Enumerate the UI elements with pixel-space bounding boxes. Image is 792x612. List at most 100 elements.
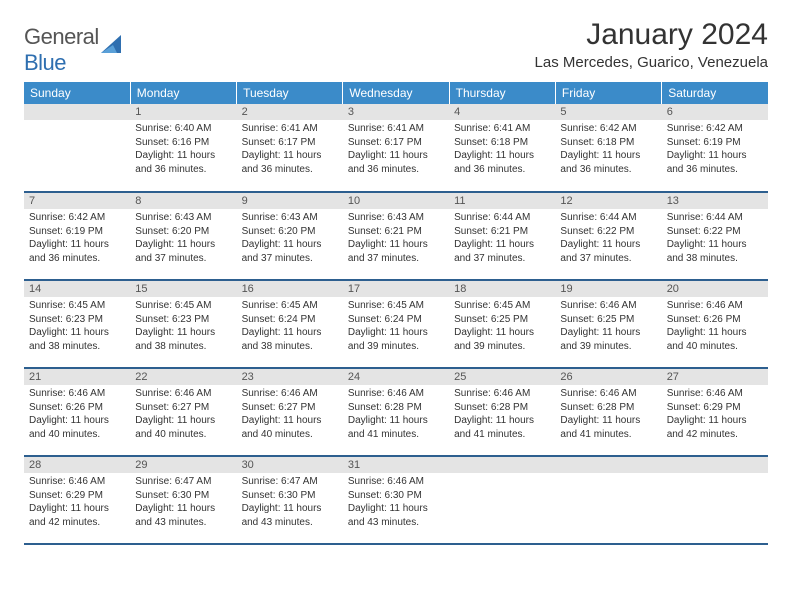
calendar-day-cell: 23 Sunrise: 6:46 AMSunset: 6:27 PMDayligh…: [237, 368, 343, 456]
weekday-header-row: SundayMondayTuesdayWednesdayThursdayFrid…: [24, 82, 768, 104]
calendar-day-cell: 6Sunrise: 6:42 AMSunset: 6:19 PMDaylight…: [662, 104, 768, 192]
sunrise-line: Sunrise: 6:45 AM: [348, 299, 444, 313]
sunrise-line: Sunrise: 6:46 AM: [560, 387, 656, 401]
weekday-header: Sunday: [24, 82, 130, 104]
sunrise-line: Sunrise: 6:46 AM: [29, 387, 125, 401]
calendar-day-cell: 31Sunrise: 6:46 AMSunset: 6:30 PMDayligh…: [343, 456, 449, 544]
sunset-line: Sunset: 6:25 PM: [454, 313, 550, 327]
sunrise-line: Sunrise: 6:45 AM: [135, 299, 231, 313]
calendar-week-row: 28Sunrise: 6:46 AMSunset: 6:29 PMDayligh…: [24, 456, 768, 544]
day-details: Sunrise: 6:46 AMSunset: 6:28 PMDaylight:…: [449, 385, 555, 445]
sunrise-line: Sunrise: 6:46 AM: [667, 299, 763, 313]
sail-icon: [101, 35, 121, 53]
sunrise-line: Sunrise: 6:43 AM: [242, 211, 338, 225]
sunset-line: Sunset: 6:20 PM: [135, 225, 231, 239]
calendar-day-cell: 2Sunrise: 6:41 AMSunset: 6:17 PMDaylight…: [237, 104, 343, 192]
daylight-line: Daylight: 11 hours and 36 minutes.: [242, 149, 338, 176]
day-number: 9: [237, 193, 343, 209]
sunset-line: Sunset: 6:30 PM: [135, 489, 231, 503]
sunset-line: Sunset: 6:27 PM: [242, 401, 338, 415]
day-details: Sunrise: 6:45 AMSunset: 6:23 PMDaylight:…: [130, 297, 236, 357]
daylight-line: Daylight: 11 hours and 40 minutes.: [242, 414, 338, 441]
sunset-line: Sunset: 6:25 PM: [560, 313, 656, 327]
sunset-line: Sunset: 6:21 PM: [348, 225, 444, 239]
sunrise-line: Sunrise: 6:43 AM: [348, 211, 444, 225]
sunset-line: Sunset: 6:30 PM: [242, 489, 338, 503]
daylight-line: Daylight: 11 hours and 43 minutes.: [242, 502, 338, 529]
sunset-line: Sunset: 6:18 PM: [560, 136, 656, 150]
sunrise-line: Sunrise: 6:46 AM: [454, 387, 550, 401]
day-number: 16: [237, 281, 343, 297]
day-details: Sunrise: 6:42 AMSunset: 6:19 PMDaylight:…: [24, 209, 130, 269]
day-details: Sunrise: 6:46 AMSunset: 6:26 PMDaylight:…: [662, 297, 768, 357]
calendar-day-cell: 10Sunrise: 6:43 AMSunset: 6:21 PMDayligh…: [343, 192, 449, 280]
day-number: [662, 457, 768, 473]
day-details: Sunrise: 6:45 AMSunset: 6:23 PMDaylight:…: [24, 297, 130, 357]
day-details: Sunrise: 6:47 AMSunset: 6:30 PMDaylight:…: [237, 473, 343, 533]
sunrise-line: Sunrise: 6:47 AM: [242, 475, 338, 489]
day-details: Sunrise: 6:46 AMSunset: 6:28 PMDaylight:…: [343, 385, 449, 445]
day-number: 19: [555, 281, 661, 297]
daylight-line: Daylight: 11 hours and 39 minutes.: [560, 326, 656, 353]
daylight-line: Daylight: 11 hours and 39 minutes.: [348, 326, 444, 353]
day-number: 26: [555, 369, 661, 385]
day-number: 27: [662, 369, 768, 385]
daylight-line: Daylight: 11 hours and 40 minutes.: [135, 414, 231, 441]
title-block: January 2024 Las Mercedes, Guarico, Vene…: [535, 18, 768, 71]
day-number: 20: [662, 281, 768, 297]
sunrise-line: Sunrise: 6:40 AM: [135, 122, 231, 136]
day-number: 25: [449, 369, 555, 385]
daylight-line: Daylight: 11 hours and 36 minutes.: [135, 149, 231, 176]
page-header: General Blue January 2024 Las Mercedes, …: [24, 18, 768, 76]
sunset-line: Sunset: 6:19 PM: [29, 225, 125, 239]
day-details: Sunrise: 6:41 AMSunset: 6:18 PMDaylight:…: [449, 120, 555, 180]
weekday-header: Wednesday: [343, 82, 449, 104]
calendar-day-cell: [24, 104, 130, 192]
calendar-day-cell: 25Sunrise: 6:46 AMSunset: 6:28 PMDayligh…: [449, 368, 555, 456]
sunrise-line: Sunrise: 6:45 AM: [454, 299, 550, 313]
sunset-line: Sunset: 6:17 PM: [348, 136, 444, 150]
month-title: January 2024: [535, 18, 768, 52]
calendar-day-cell: 8Sunrise: 6:43 AMSunset: 6:20 PMDaylight…: [130, 192, 236, 280]
sunset-line: Sunset: 6:16 PM: [135, 136, 231, 150]
daylight-line: Daylight: 11 hours and 36 minutes.: [454, 149, 550, 176]
sunset-line: Sunset: 6:18 PM: [454, 136, 550, 150]
day-number: 14: [24, 281, 130, 297]
calendar-day-cell: 12Sunrise: 6:44 AMSunset: 6:22 PMDayligh…: [555, 192, 661, 280]
calendar-day-cell: 19Sunrise: 6:46 AMSunset: 6:25 PMDayligh…: [555, 280, 661, 368]
calendar-day-cell: 3Sunrise: 6:41 AMSunset: 6:17 PMDaylight…: [343, 104, 449, 192]
sunrise-line: Sunrise: 6:42 AM: [667, 122, 763, 136]
daylight-line: Daylight: 11 hours and 43 minutes.: [135, 502, 231, 529]
weekday-header: Thursday: [449, 82, 555, 104]
logo-text: General Blue: [24, 24, 99, 76]
day-details: Sunrise: 6:41 AMSunset: 6:17 PMDaylight:…: [343, 120, 449, 180]
sunrise-line: Sunrise: 6:46 AM: [242, 387, 338, 401]
calendar-day-cell: 22Sunrise: 6:46 AMSunset: 6:27 PMDayligh…: [130, 368, 236, 456]
daylight-line: Daylight: 11 hours and 36 minutes.: [560, 149, 656, 176]
sunset-line: Sunset: 6:23 PM: [135, 313, 231, 327]
calendar-day-cell: 29Sunrise: 6:47 AMSunset: 6:30 PMDayligh…: [130, 456, 236, 544]
sunrise-line: Sunrise: 6:44 AM: [454, 211, 550, 225]
sunrise-line: Sunrise: 6:46 AM: [29, 475, 125, 489]
day-number: 29: [130, 457, 236, 473]
calendar-day-cell: 16Sunrise: 6:45 AMSunset: 6:24 PMDayligh…: [237, 280, 343, 368]
daylight-line: Daylight: 11 hours and 36 minutes.: [667, 149, 763, 176]
calendar-day-cell: 13Sunrise: 6:44 AMSunset: 6:22 PMDayligh…: [662, 192, 768, 280]
daylight-line: Daylight: 11 hours and 41 minutes.: [348, 414, 444, 441]
daylight-line: Daylight: 11 hours and 38 minutes.: [29, 326, 125, 353]
day-number: 23: [237, 369, 343, 385]
daylight-line: Daylight: 11 hours and 41 minutes.: [560, 414, 656, 441]
logo-word2: Blue: [24, 50, 66, 75]
daylight-line: Daylight: 11 hours and 40 minutes.: [29, 414, 125, 441]
daylight-line: Daylight: 11 hours and 42 minutes.: [29, 502, 125, 529]
sunset-line: Sunset: 6:24 PM: [348, 313, 444, 327]
day-details: Sunrise: 6:44 AMSunset: 6:21 PMDaylight:…: [449, 209, 555, 269]
calendar-day-cell: 17 Sunrise: 6:45 AMSunset: 6:24 PMDayligh…: [343, 280, 449, 368]
day-number: 22: [130, 369, 236, 385]
day-number: 17: [343, 281, 449, 297]
day-number: [555, 457, 661, 473]
logo: General Blue: [24, 24, 121, 76]
sunrise-line: Sunrise: 6:42 AM: [29, 211, 125, 225]
daylight-line: Daylight: 11 hours and 38 minutes.: [135, 326, 231, 353]
calendar-head: SundayMondayTuesdayWednesdayThursdayFrid…: [24, 82, 768, 104]
